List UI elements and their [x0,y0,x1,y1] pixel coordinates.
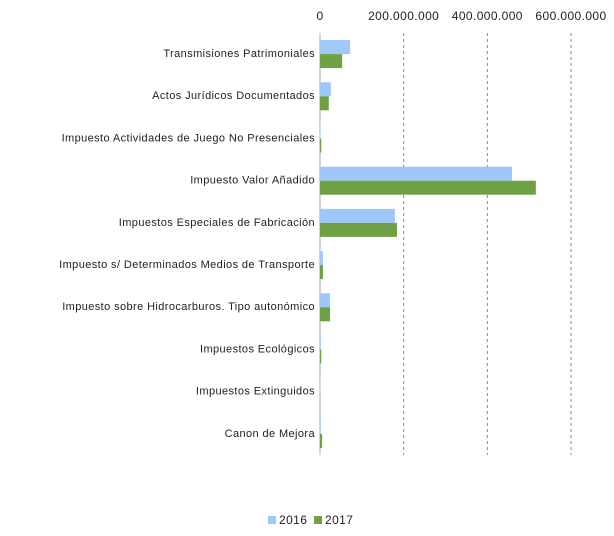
bar [320,251,323,265]
bar [320,82,331,96]
bar [320,96,329,110]
bar [320,307,330,321]
bar [320,420,321,434]
y-tick-label: Impuesto Actividades de Juego No Presenc… [62,132,316,144]
bar [320,265,323,279]
bar [320,54,342,68]
legend-label: 2017 [325,513,353,527]
legend-swatch [268,516,276,524]
y-tick-label: Impuesto s/ Determinados Medios de Trans… [59,259,315,271]
legend-swatch [314,516,322,524]
bar [320,139,321,153]
bar [320,40,350,54]
y-tick-label: Actos Jurídicos Documentados [152,90,315,102]
bar [320,434,322,448]
y-tick-label: Impuestos Especiales de Fabricación [119,217,315,229]
x-tick-label: 600.000.000 [535,9,606,23]
y-tick-label: Transmisiones Patrimoniales [163,48,315,60]
bar [320,167,512,181]
bar [320,336,321,350]
bar [320,223,397,237]
y-tick-label: Impuesto sobre Hidrocarburos. Tipo auton… [62,301,315,313]
y-tick-label: Impuesto Valor Añadido [190,175,315,187]
y-tick-label: Impuestos Extinguidos [196,386,315,398]
legend-label: 2016 [279,513,307,527]
bar [320,293,330,307]
bar [320,350,321,364]
x-tick-label: 0 [316,9,323,23]
x-tick-label: 400.000.000 [452,9,523,23]
x-tick-label: 200.000.000 [368,9,439,23]
bar [320,209,395,223]
y-tick-label: Impuestos Ecológicos [200,343,315,355]
bar [320,181,536,195]
y-tick-label: Canon de Mejora [225,428,316,440]
